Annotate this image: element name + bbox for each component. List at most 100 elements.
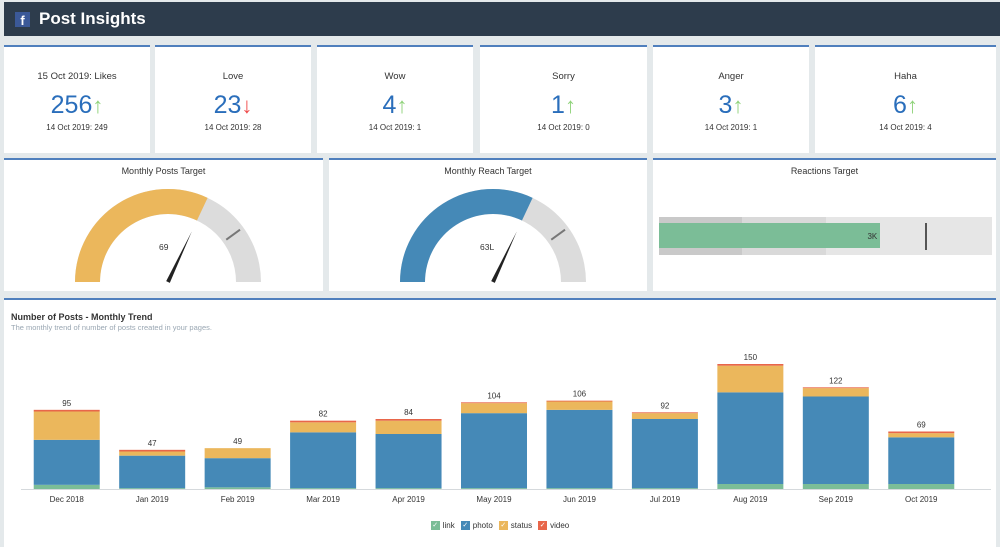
- bar-segment-status[interactable]: [546, 401, 613, 410]
- bar-segment-photo[interactable]: [717, 392, 784, 484]
- bar-segment-status[interactable]: [802, 388, 869, 397]
- bar-segment-link[interactable]: [119, 488, 186, 489]
- kpi-value: 6: [893, 91, 907, 119]
- bar-segment-status[interactable]: [375, 420, 442, 434]
- facebook-icon: f: [15, 11, 30, 27]
- bar-segment-photo[interactable]: [375, 434, 442, 489]
- kpi-card-sorry[interactable]: Sorry 1↑ 14 Oct 2019: 0: [480, 45, 647, 153]
- kpi-value-row: 1↑: [480, 91, 647, 120]
- bar-segment-video[interactable]: [119, 449, 186, 452]
- bar-segment-photo[interactable]: [290, 432, 357, 489]
- x-tick-label: Feb 2019: [221, 495, 255, 504]
- legend-item-video[interactable]: ✓ video: [538, 521, 569, 530]
- bar-segment-status[interactable]: [717, 365, 784, 393]
- chart-legend: ✓ link ✓ photo ✓ status ✓ video: [4, 521, 996, 530]
- bar-segment-link[interactable]: [33, 484, 100, 489]
- arrow-down-icon: ↓: [241, 93, 253, 118]
- bar-segment-video[interactable]: [631, 412, 698, 414]
- bar-segment-status[interactable]: [888, 433, 955, 438]
- bar-segment-link[interactable]: [717, 484, 784, 489]
- gauge-target-marker: [550, 228, 566, 241]
- bar-segment-photo[interactable]: [802, 396, 869, 485]
- x-tick-label: Apr 2019: [392, 495, 425, 504]
- bar-segment-status[interactable]: [290, 422, 357, 433]
- legend-item-photo[interactable]: ✓ photo: [460, 521, 493, 530]
- bar-segment-link[interactable]: [375, 488, 442, 489]
- kpi-previous: 14 Oct 2019: 249: [46, 123, 108, 132]
- bar-total-label: 150: [744, 353, 758, 362]
- chart-title: Number of Posts - Monthly Trend: [11, 312, 153, 322]
- arrow-up-icon: ↑: [564, 93, 576, 118]
- bar-segment-link[interactable]: [204, 487, 271, 489]
- gauge-card-posts[interactable]: Monthly Posts Target 69: [4, 158, 323, 291]
- bar-segment-video[interactable]: [375, 419, 442, 421]
- bar-segment-photo[interactable]: [33, 439, 100, 485]
- bar-segment-video[interactable]: [802, 387, 869, 389]
- bar-segment-link[interactable]: [461, 488, 527, 489]
- bar-segment-link[interactable]: [802, 484, 869, 489]
- x-tick-label: Mar 2019: [306, 495, 340, 504]
- x-tick-label: Aug 2019: [733, 495, 768, 504]
- reactions-target-card[interactable]: Reactions Target 3K: [653, 158, 996, 291]
- bar-segment-link[interactable]: [290, 488, 357, 489]
- bar-segment-video[interactable]: [888, 431, 955, 434]
- kpi-value: 23: [213, 91, 242, 119]
- bar-total-label: 92: [660, 401, 669, 410]
- bar-segment-video[interactable]: [461, 402, 527, 404]
- bar-segment-photo[interactable]: [546, 409, 613, 489]
- gauge-chart: [75, 188, 261, 283]
- bar-segment-status[interactable]: [119, 451, 186, 456]
- bar-segment-photo[interactable]: [631, 419, 698, 489]
- bar-total-label: 122: [829, 376, 843, 385]
- gauge-chart: [400, 188, 586, 283]
- bar-total-label: 84: [404, 408, 413, 417]
- bar-segment-video[interactable]: [290, 420, 357, 423]
- kpi-value-row: 256↑: [4, 91, 150, 120]
- kpi-card-haha[interactable]: Haha 6↑ 14 Oct 2019: 4: [815, 45, 996, 153]
- kpi-value: 1: [551, 91, 565, 119]
- bar-segment-photo[interactable]: [119, 455, 186, 489]
- legend-label: status: [510, 521, 533, 530]
- bar-segment-video[interactable]: [33, 409, 100, 412]
- bar-segment-status[interactable]: [33, 411, 100, 440]
- checkbox-icon[interactable]: ✓: [498, 521, 508, 530]
- kpi-card-likes[interactable]: 15 Oct 2019: Likes 256↑ 14 Oct 2019: 249: [4, 45, 150, 153]
- checkbox-icon[interactable]: ✓: [430, 521, 440, 530]
- bar-segment-photo[interactable]: [888, 437, 955, 484]
- kpi-value: 3: [718, 91, 733, 119]
- kpi-title: Anger: [718, 71, 744, 82]
- bullet-target-marker: [925, 223, 928, 250]
- gauge-needle: [491, 231, 517, 283]
- bar-segment-status[interactable]: [204, 448, 271, 459]
- gauge-title: Monthly Posts Target: [121, 166, 206, 176]
- bar-segment-video[interactable]: [546, 400, 613, 402]
- bar-segment-photo[interactable]: [461, 413, 527, 489]
- arrow-up-icon: ↑: [92, 93, 104, 118]
- chart-subtitle: The monthly trend of number of posts cre…: [11, 323, 212, 332]
- checkbox-icon[interactable]: ✓: [538, 521, 548, 530]
- bar-segment-link[interactable]: [546, 488, 613, 489]
- bar-segment-status[interactable]: [631, 413, 698, 419]
- checkbox-icon[interactable]: ✓: [460, 521, 470, 530]
- bullet-value-bar: [659, 223, 881, 248]
- bar-segment-link[interactable]: [888, 484, 955, 489]
- kpi-value-row: 4↑: [317, 91, 473, 120]
- legend-item-link[interactable]: ✓ link: [430, 521, 455, 530]
- bar-total-label: 69: [917, 421, 926, 430]
- gauge-needle: [166, 231, 192, 283]
- bar-total-label: 104: [487, 391, 501, 400]
- kpi-title: Sorry: [552, 71, 575, 82]
- bar-segment-photo[interactable]: [204, 458, 271, 488]
- bar-total-label: 47: [148, 439, 157, 448]
- kpi-card-love[interactable]: Love 23↓ 14 Oct 2019: 28: [155, 45, 311, 153]
- kpi-value: 4: [382, 91, 397, 119]
- bar-segment-status[interactable]: [461, 403, 527, 414]
- kpi-card-wow[interactable]: Wow 4↑ 14 Oct 2019: 1: [317, 45, 473, 153]
- bar-segment-link[interactable]: [631, 488, 698, 489]
- bar-segment-video[interactable]: [717, 364, 784, 366]
- kpi-card-anger[interactable]: Anger 3↑ 14 Oct 2019: 1: [653, 45, 809, 153]
- gauge-card-reach[interactable]: Monthly Reach Target 63L: [329, 158, 647, 291]
- kpi-value-row: 23↓: [155, 91, 311, 120]
- legend-item-status[interactable]: ✓ status: [498, 521, 533, 530]
- app-header: f Post Insights: [4, 2, 1000, 36]
